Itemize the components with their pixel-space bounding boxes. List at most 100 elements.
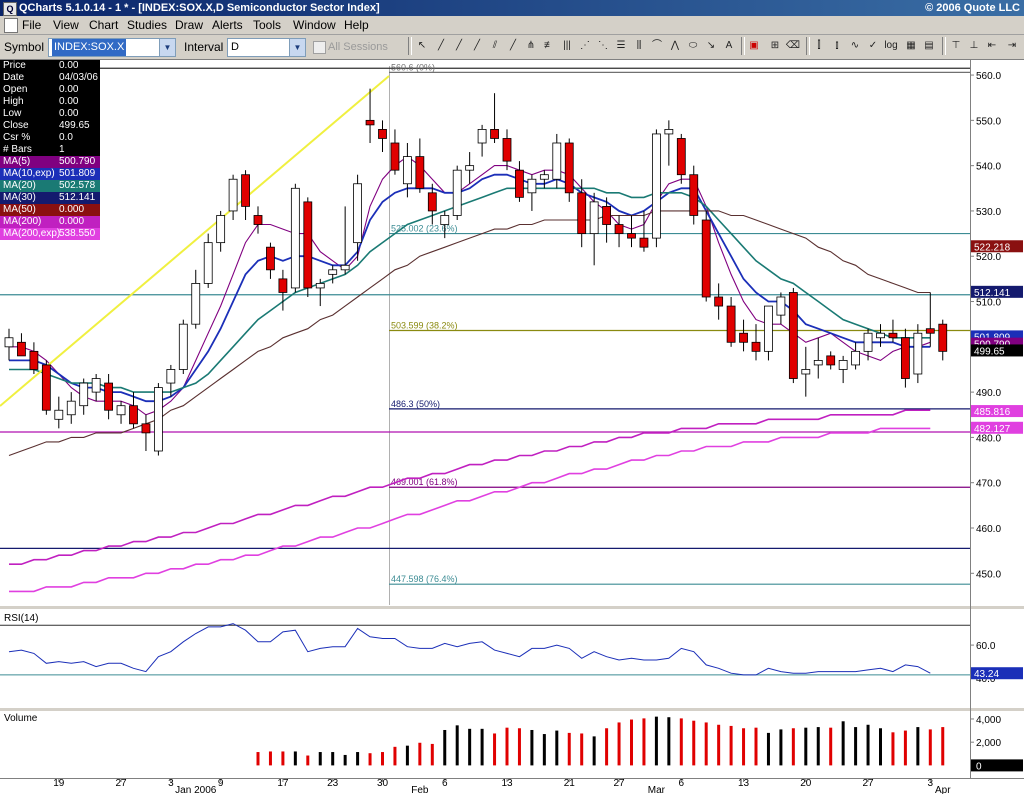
candle (502, 129, 512, 171)
menu-view[interactable]: View (53, 18, 79, 32)
arrow-draw-icon[interactable]: ↘ (706, 40, 716, 51)
candle-body (141, 423, 151, 434)
candle (340, 206, 350, 275)
extended-line-icon[interactable]: ╱ (473, 40, 481, 51)
grid-icon[interactable]: ▦ (906, 40, 916, 51)
regression-icon[interactable]: ╱ (509, 40, 517, 51)
menu-draw[interactable]: Draw (175, 18, 204, 32)
scroll-end-icon[interactable]: ⇥ (1007, 40, 1017, 51)
chart-properties-icon[interactable]: ▣ (749, 40, 759, 51)
ellipse-icon[interactable]: ⬭ (688, 40, 698, 51)
candle-body (415, 156, 425, 189)
price-label-text: 485.816 (974, 407, 1011, 418)
interval-combo[interactable]: D ▼ (227, 38, 306, 57)
price-label: 522.218 (971, 240, 1023, 253)
fib-arc-icon[interactable]: ⌒ (652, 40, 662, 51)
candle (328, 265, 338, 284)
cursor-icon[interactable]: ▤ (924, 40, 934, 51)
menu-studies[interactable]: Studies (127, 18, 168, 32)
candle-body (104, 382, 113, 411)
volume-bar (829, 727, 833, 766)
interval-value[interactable]: D (231, 41, 239, 53)
candle-body (116, 405, 126, 416)
channel-icon[interactable]: ⫽ (492, 40, 498, 51)
speed-lines-icon[interactable]: ≢ (544, 40, 554, 51)
cycle-lines-icon[interactable]: ||| (563, 40, 571, 51)
volume-bar (704, 722, 708, 766)
pane-separator[interactable] (0, 708, 1024, 711)
line-chart-icon[interactable]: ∿ (850, 40, 860, 51)
zoom-out-icon[interactable]: ⊥ (969, 40, 979, 51)
time-tick-label: 3 (168, 778, 174, 789)
info-key: High (3, 96, 24, 107)
menu-file[interactable]: File (22, 18, 42, 32)
chart-canvas[interactable]: 560.6 (0%) 525.002 (23.6%) 503.599 (38.2%)… (0, 60, 1024, 794)
cursor-pointer-icon[interactable]: ↖ (417, 40, 427, 51)
time-tick-label: 9 (218, 778, 224, 789)
menu-tools[interactable]: Tools (253, 18, 282, 32)
fib-fan-icon[interactable]: ⋱ (598, 40, 608, 51)
log-scale-icon[interactable]: log (884, 40, 898, 51)
candle-body (739, 332, 748, 343)
volume-bar (468, 728, 472, 766)
candle-body (378, 129, 387, 139)
rsi-last-box (971, 667, 1023, 680)
gann-icon[interactable]: ⋰ (580, 40, 590, 51)
volume-bar (393, 746, 397, 766)
crosshair-icon[interactable]: ✓ (868, 40, 878, 51)
volume-bar (642, 718, 646, 766)
candle (241, 170, 250, 220)
andrews-icon[interactable]: ⋀ (670, 40, 680, 51)
volume-bar (854, 727, 858, 766)
fib-level-label: 525.002 (23.6%) (391, 224, 458, 234)
candle-body (365, 119, 375, 126)
info-row: MA(200,exp) 538.550 (0, 228, 100, 240)
menu-help[interactable]: Help (344, 18, 369, 32)
symbol-combo[interactable]: INDEX:SOX.X ▼ (48, 38, 176, 57)
info-row: MA(5) 500.790 (0, 156, 100, 168)
info-key: Low (3, 108, 22, 119)
trendline-icon[interactable]: ╱ (437, 40, 445, 51)
menu-chart[interactable]: Chart (89, 18, 119, 32)
bar-chart-icon[interactable]: ⫾ (835, 40, 839, 51)
zoom-in-icon[interactable]: ⊤ (951, 40, 961, 51)
symbol-label: Symbol (4, 40, 45, 54)
info-value: 501.809 (59, 168, 96, 179)
pane-separator[interactable] (0, 606, 1024, 609)
info-row: High 0.00 (0, 96, 100, 108)
menu-alerts[interactable]: Alerts (212, 18, 243, 32)
info-key: MA(200,exp) (3, 228, 61, 239)
symbol-value[interactable]: INDEX:SOX.X (52, 39, 127, 56)
candle (253, 206, 263, 234)
price-label-text: 482.127 (974, 424, 1011, 435)
candle (938, 319, 948, 361)
candle (676, 133, 686, 184)
candle (838, 355, 848, 384)
pitchfork-icon[interactable]: ⋔ (526, 40, 536, 51)
menu-window[interactable]: Window (293, 18, 336, 32)
fib-time-icon[interactable]: ⫼ (636, 40, 642, 51)
info-value: 0.0 (59, 132, 73, 143)
chevron-down-icon[interactable]: ▼ (159, 39, 175, 56)
info-key: Open (3, 84, 28, 95)
candle-body (153, 387, 163, 452)
delete-drawing-icon[interactable]: ⌫ (785, 40, 801, 51)
document-icon[interactable] (4, 18, 18, 33)
ray-line-icon[interactable]: ╱ (455, 40, 463, 51)
info-key: # Bars (3, 144, 32, 155)
candle-body (901, 337, 910, 379)
fib-level-label: 560.6 (0%) (391, 62, 435, 72)
scroll-start-icon[interactable]: ⇤ (987, 40, 997, 51)
text-tool-icon[interactable]: A (725, 40, 733, 51)
chevron-down-icon[interactable]: ▼ (289, 39, 305, 56)
candle (490, 93, 499, 143)
candle-body (539, 174, 549, 180)
volume-bar (729, 725, 733, 766)
candle-chart-icon[interactable]: ⫿ (817, 40, 821, 51)
all-sessions-checkbox[interactable] (313, 41, 326, 54)
fib-retracement-icon[interactable]: ☰ (616, 40, 626, 51)
volume-bar (605, 728, 609, 766)
studies-icon[interactable]: ⊞ (770, 40, 780, 51)
volume-bar (381, 752, 384, 766)
yellow-trendline[interactable] (0, 75, 390, 407)
